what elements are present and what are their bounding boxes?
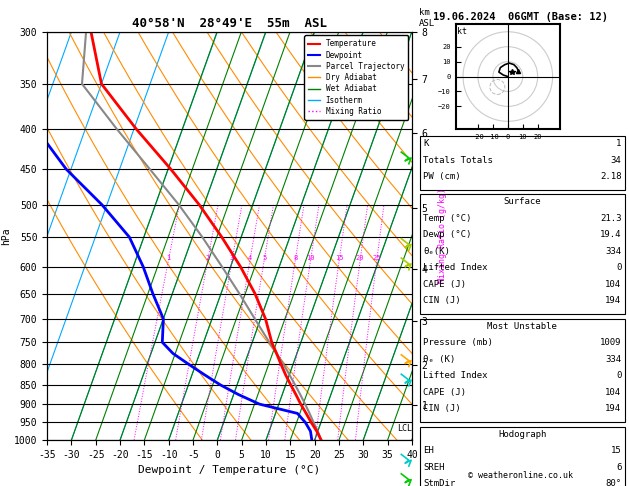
Text: 15: 15: [335, 255, 343, 261]
Text: 19.4: 19.4: [600, 230, 621, 240]
Text: 1009: 1009: [600, 338, 621, 347]
Text: 2: 2: [206, 255, 209, 261]
Text: 19.06.2024  06GMT (Base: 12): 19.06.2024 06GMT (Base: 12): [433, 12, 608, 22]
Text: 194: 194: [605, 296, 621, 306]
Text: Lifted Index: Lifted Index: [423, 371, 488, 381]
Text: K: K: [423, 139, 429, 148]
Text: km
ASL: km ASL: [420, 8, 435, 28]
Text: Temp (°C): Temp (°C): [423, 214, 472, 223]
Text: 334: 334: [605, 355, 621, 364]
Text: Dewp (°C): Dewp (°C): [423, 230, 472, 240]
Text: 2.18: 2.18: [600, 172, 621, 181]
Text: 1: 1: [616, 139, 621, 148]
Text: θₑ (K): θₑ (K): [423, 355, 455, 364]
Text: θₑ(K): θₑ(K): [423, 247, 450, 256]
Text: 25: 25: [372, 255, 381, 261]
Text: StmDir: StmDir: [423, 479, 455, 486]
Text: 6: 6: [616, 463, 621, 472]
Text: 104: 104: [605, 280, 621, 289]
Text: Most Unstable: Most Unstable: [487, 322, 557, 331]
Text: CIN (J): CIN (J): [423, 404, 461, 414]
Text: 1: 1: [166, 255, 170, 261]
Text: 80°: 80°: [605, 479, 621, 486]
Text: 21.3: 21.3: [600, 214, 621, 223]
Text: Totals Totals: Totals Totals: [423, 156, 493, 165]
Text: CAPE (J): CAPE (J): [423, 388, 466, 397]
Text: 5: 5: [262, 255, 266, 261]
Text: 4: 4: [248, 255, 252, 261]
Y-axis label: hPa: hPa: [1, 227, 11, 244]
Text: 0: 0: [616, 371, 621, 381]
Text: 20: 20: [356, 255, 364, 261]
Text: 104: 104: [605, 388, 621, 397]
Text: Pressure (mb): Pressure (mb): [423, 338, 493, 347]
Text: 3: 3: [230, 255, 234, 261]
Text: SREH: SREH: [423, 463, 445, 472]
Legend: Temperature, Dewpoint, Parcel Trajectory, Dry Adiabat, Wet Adiabat, Isotherm, Mi: Temperature, Dewpoint, Parcel Trajectory…: [304, 35, 408, 120]
Text: 15: 15: [611, 446, 621, 455]
Text: 194: 194: [605, 404, 621, 414]
Title: 40°58'N  28°49'E  55m  ASL: 40°58'N 28°49'E 55m ASL: [132, 17, 327, 31]
Text: Lifted Index: Lifted Index: [423, 263, 488, 273]
Text: kt: kt: [457, 27, 467, 36]
Text: CIN (J): CIN (J): [423, 296, 461, 306]
X-axis label: Dewpoint / Temperature (°C): Dewpoint / Temperature (°C): [138, 465, 321, 475]
Text: 8: 8: [293, 255, 298, 261]
Text: 10: 10: [306, 255, 314, 261]
Text: Surface: Surface: [504, 197, 541, 207]
Text: LCL: LCL: [397, 424, 412, 434]
Text: 334: 334: [605, 247, 621, 256]
Text: EH: EH: [423, 446, 434, 455]
Text: 0: 0: [616, 263, 621, 273]
Text: Hodograph: Hodograph: [498, 430, 547, 439]
Text: 34: 34: [611, 156, 621, 165]
Text: PW (cm): PW (cm): [423, 172, 461, 181]
Text: Mixing Ratio (g/kg): Mixing Ratio (g/kg): [438, 188, 447, 283]
Text: © weatheronline.co.uk: © weatheronline.co.uk: [468, 471, 573, 480]
Text: CAPE (J): CAPE (J): [423, 280, 466, 289]
